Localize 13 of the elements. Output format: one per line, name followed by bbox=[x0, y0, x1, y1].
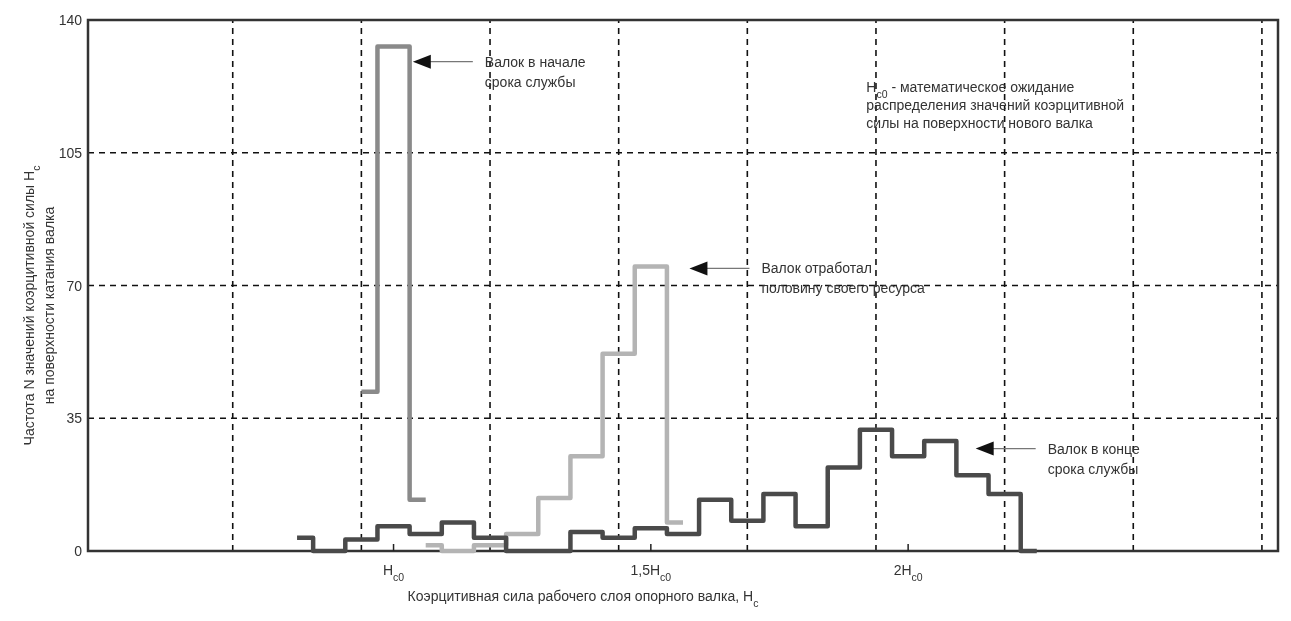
x-tick-label: H$_{c0}$ bbox=[382, 562, 405, 583]
x-tick-label: 1,5H$_{c0}$ bbox=[630, 562, 672, 583]
y-tick-label: 70 bbox=[66, 277, 83, 294]
annotation: Валок отработал половину своего ресурса bbox=[761, 260, 926, 297]
annotation: Валок в конце срока службы bbox=[1047, 440, 1140, 477]
annotation: H$_{c0}$ - математическое ожидание распределения значений коэрцитивной силы на поверхности нового валка bbox=[866, 79, 1125, 132]
annotation: Валок в начале срока службы bbox=[484, 53, 586, 90]
y-tick-label: 105 bbox=[58, 144, 83, 161]
x-axis-title: Коэрцитивная сила рабочего слоя опорного валка, H$_{c}$ bbox=[407, 588, 759, 609]
y-tick-label: 35 bbox=[66, 410, 83, 427]
y-tick-label: 0 bbox=[74, 543, 83, 559]
y-tick-label: 140 bbox=[58, 12, 83, 28]
x-tick-label: 2H$_{c0}$ bbox=[893, 562, 923, 583]
